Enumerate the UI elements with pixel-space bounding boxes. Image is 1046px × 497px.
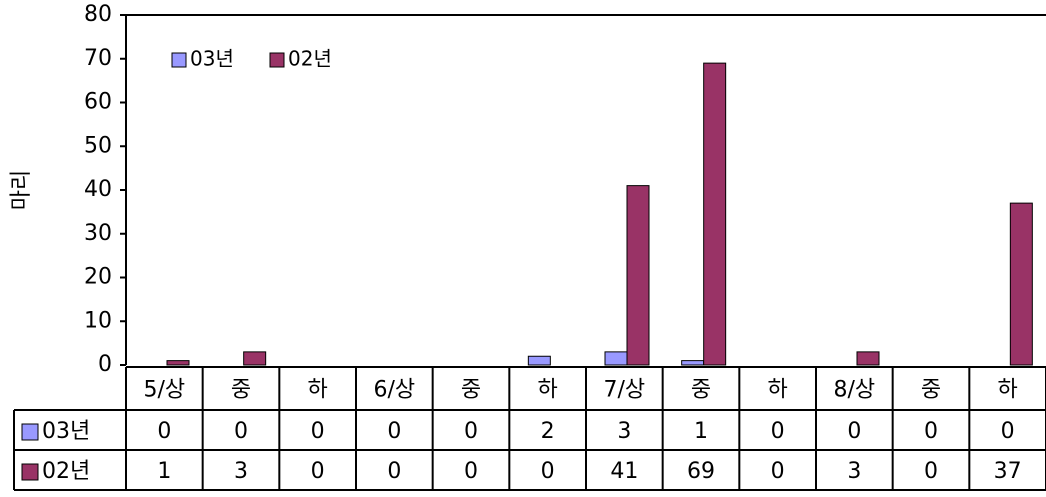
- table-cell: 0: [157, 419, 171, 444]
- legend-key: [171, 52, 187, 68]
- x-tick-label: 7/상: [604, 378, 646, 403]
- x-tick-label: 중: [461, 378, 481, 403]
- table-cell: 3: [617, 419, 631, 444]
- bar: [243, 351, 267, 366]
- bar: [703, 62, 727, 366]
- bar: [681, 360, 705, 366]
- legend-label: 02년: [288, 47, 332, 71]
- y-tick-label: 30: [84, 221, 112, 246]
- x-tick-label: 8/상: [834, 378, 876, 403]
- table-cell: 0: [771, 419, 785, 444]
- x-tick-label: 하: [998, 378, 1018, 403]
- x-tick-label: 중: [231, 378, 251, 403]
- y-tick-label: 80: [84, 2, 112, 27]
- table-cell: 3: [847, 459, 861, 484]
- x-tick-label: 하: [768, 378, 788, 403]
- table-cell: 0: [387, 459, 401, 484]
- legend-key: [269, 52, 285, 68]
- table-cell: 0: [311, 459, 325, 484]
- table-cell: 2: [541, 419, 555, 444]
- table-cell: 69: [687, 459, 715, 484]
- table-cell: 0: [924, 459, 938, 484]
- table-key: [21, 423, 39, 441]
- table-cell: 1: [157, 459, 171, 484]
- x-tick-label: 중: [691, 378, 711, 403]
- x-tick-label: 6/상: [374, 378, 416, 403]
- x-tick-label: 중: [921, 378, 941, 403]
- x-tick-label: 5/상: [144, 378, 186, 403]
- y-tick-label: 70: [84, 46, 112, 71]
- y-tick-label: 20: [84, 265, 112, 290]
- table-key: [21, 463, 39, 481]
- y-tick-label: 50: [84, 133, 112, 158]
- x-tick-label: 하: [308, 378, 328, 403]
- table-cell: 1: [694, 419, 708, 444]
- table-cell: 0: [771, 459, 785, 484]
- table-cell: 41: [610, 459, 638, 484]
- table-cell: 0: [311, 419, 325, 444]
- bar: [166, 360, 190, 366]
- legend-label: 03년: [190, 47, 234, 71]
- table-cell: 0: [1001, 419, 1015, 444]
- y-tick-label: 60: [84, 90, 112, 115]
- table-cell: 0: [924, 419, 938, 444]
- bar: [626, 185, 650, 366]
- y-axis-label: 마리: [9, 170, 34, 210]
- table-cell: 0: [847, 419, 861, 444]
- bar: [1009, 202, 1033, 366]
- table-cell: 0: [387, 419, 401, 444]
- table-cell: 0: [464, 459, 478, 484]
- y-tick-label: 40: [84, 177, 112, 202]
- y-tick-label: 0: [98, 352, 112, 377]
- table-cell: 0: [541, 459, 555, 484]
- table-cell: 0: [464, 419, 478, 444]
- bar: [856, 351, 880, 366]
- x-tick-label: 하: [538, 378, 558, 403]
- bar: [604, 351, 628, 366]
- table-cell: 0: [234, 419, 248, 444]
- table-cell: 3: [234, 459, 248, 484]
- table-row-header: 03년: [42, 419, 90, 444]
- table-cell: 37: [994, 459, 1022, 484]
- bar: [527, 355, 551, 366]
- y-tick-label: 10: [84, 308, 112, 333]
- table-row-header: 02년: [42, 459, 90, 484]
